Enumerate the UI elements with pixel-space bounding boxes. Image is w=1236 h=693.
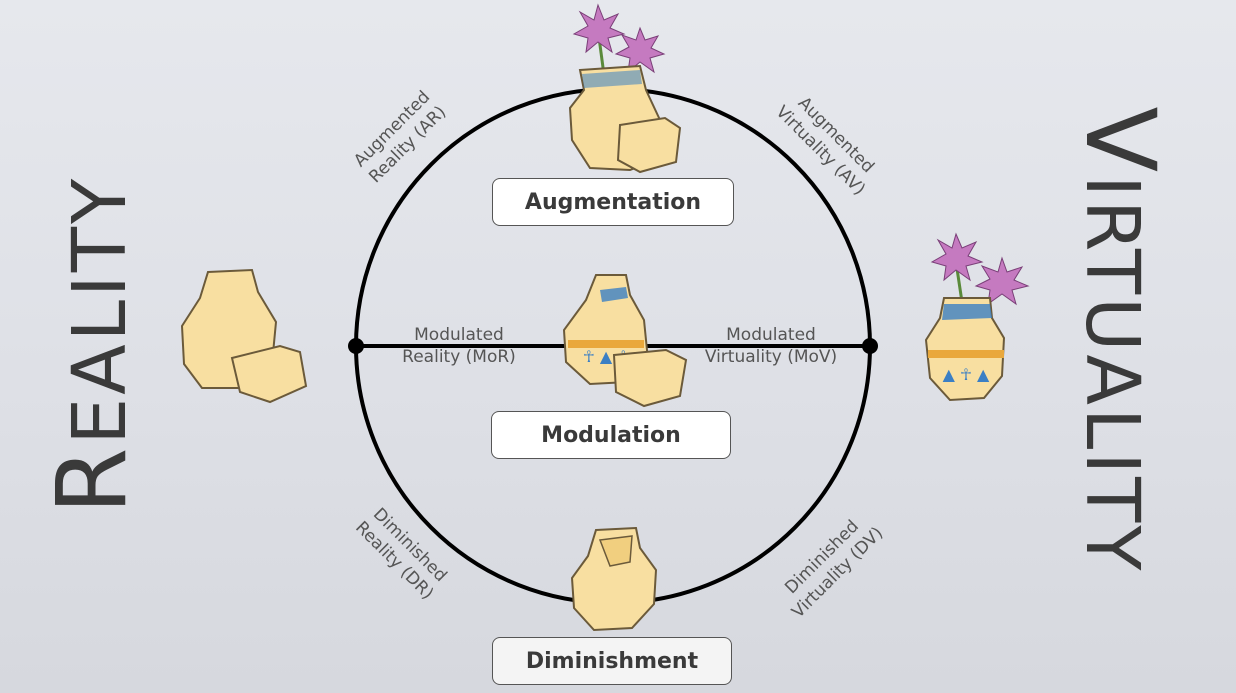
- virtuality-title-rest: IRTUALITY: [1069, 175, 1155, 574]
- augmented-vase-icon: [568, 3, 682, 174]
- reality-title-initial: R: [36, 444, 148, 515]
- reality-title: REALITY: [36, 175, 148, 515]
- virtuality-title: VIRTUALITY: [1064, 107, 1176, 574]
- diminished-vase-icon: [570, 526, 658, 632]
- flower-icon: [930, 232, 984, 282]
- flower-icon: [614, 26, 666, 74]
- reality-endpoint-dot: [348, 338, 364, 354]
- mov-line1: Modulated: [726, 324, 816, 345]
- svg-text:▲ ☥ ▲: ▲ ☥ ▲: [943, 365, 990, 384]
- augmentation-box: Augmentation: [492, 178, 734, 226]
- broken-vase-icon: [180, 268, 308, 404]
- vase-with-flowers-icon: ▲ ☥ ▲: [924, 232, 1030, 402]
- virtuality-title-initial: V: [1064, 106, 1176, 176]
- mov-line2: Virtuality (MoV): [704, 347, 838, 367]
- flower-icon: [572, 3, 626, 54]
- diminishment-box: Diminishment: [492, 637, 732, 685]
- modulation-box: Modulation: [491, 411, 731, 459]
- mor-line1: Modulated: [414, 324, 504, 345]
- decorated-broken-vase-icon: ☥ ▲ ☥: [562, 274, 688, 408]
- modulated-reality-label: Modulated Reality (MoR): [402, 324, 516, 368]
- reality-title-rest: EALITY: [57, 175, 143, 445]
- flower-icon: [974, 256, 1030, 306]
- virtuality-endpoint-dot: [862, 338, 878, 354]
- modulated-virtuality-label: Modulated Virtuality (MoV): [705, 324, 837, 368]
- mor-line2: Reality (MoR): [402, 347, 516, 367]
